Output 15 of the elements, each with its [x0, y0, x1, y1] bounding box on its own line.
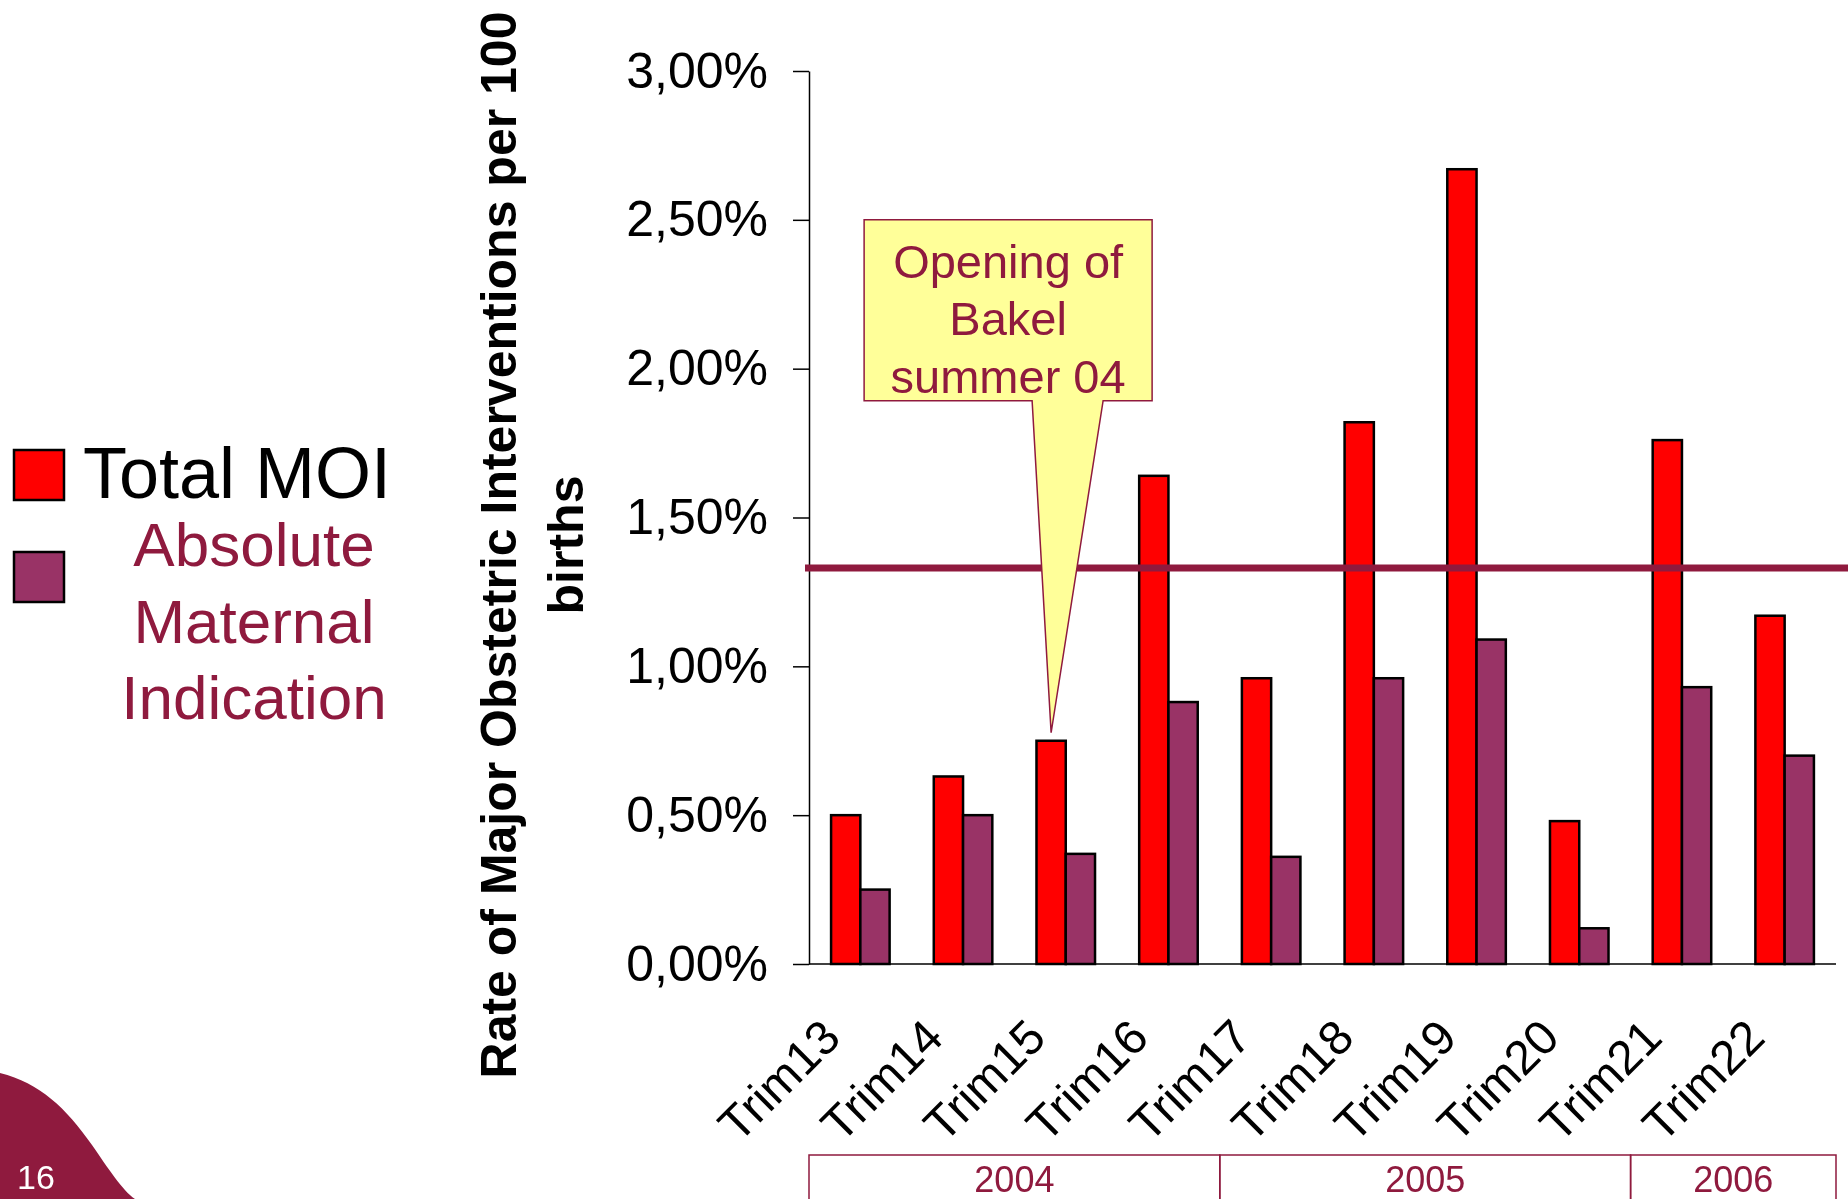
y-tick-label: 3,00%: [626, 42, 768, 99]
text: 16: [17, 1158, 55, 1196]
y-tick-label: 0,00%: [626, 935, 768, 992]
y-tick-label: 0,50%: [626, 786, 768, 843]
text: 2004: [974, 1159, 1055, 1199]
y-tick-label: 1,00%: [626, 637, 768, 694]
legend-label: Total MOI: [83, 433, 392, 513]
legend-label: Absolute Maternal Indication: [121, 510, 387, 732]
text: 2005: [1385, 1159, 1466, 1199]
y-tick-label: 2,50%: [626, 191, 768, 248]
y-tick-label: 1,50%: [626, 489, 768, 545]
y-axis-title: Rate of Major Obstetric Interventions per 100 births: [471, 11, 594, 1079]
text: 2006: [1693, 1159, 1774, 1199]
annotation: Opening of Bakel summer 04: [890, 234, 1126, 403]
y-tick-label: 2,00%: [626, 340, 768, 397]
